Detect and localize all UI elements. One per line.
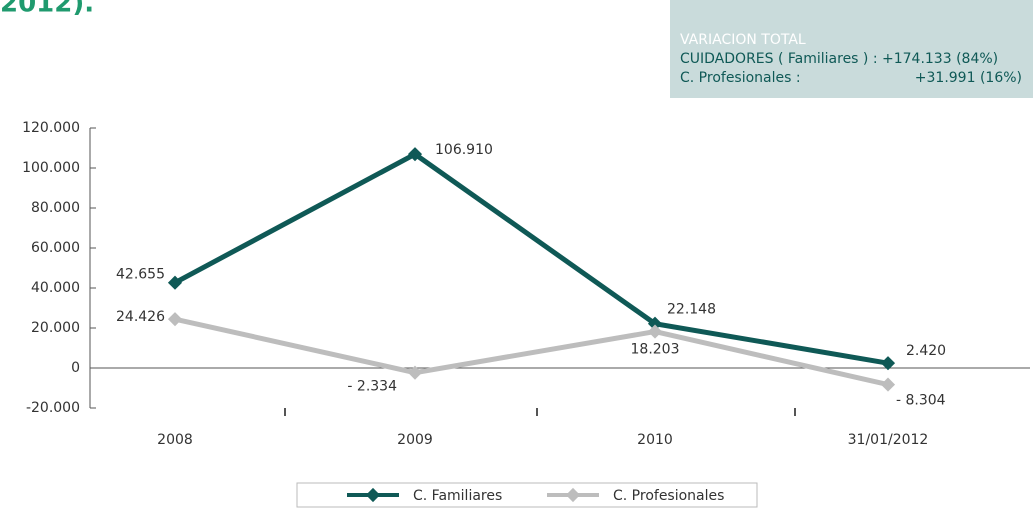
- data-label: 24.426: [116, 309, 165, 325]
- info-heading: VARIACION TOTAL: [680, 32, 806, 48]
- y-tick-label: 0: [71, 360, 80, 376]
- y-tick-label: 120.000: [22, 120, 80, 136]
- info-line: +31.991 (16%): [915, 70, 1022, 86]
- data-label: 106.910: [435, 142, 493, 158]
- point: [407, 365, 423, 380]
- x-tick-label: 2009: [397, 432, 433, 448]
- info-box: [670, 0, 1033, 98]
- series-line: [173, 151, 889, 366]
- data-label: 18.203: [631, 342, 680, 358]
- y-tick-label: -20.000: [26, 400, 80, 416]
- data-label: 2.420: [906, 343, 946, 359]
- info-line: CUIDADORES ( Familiares ) : +174.133 (84…: [680, 51, 998, 67]
- legend-marker: [565, 487, 581, 503]
- x-tick-label: 2010: [637, 432, 673, 448]
- point: [880, 377, 896, 392]
- x-tick-label: 2008: [157, 432, 193, 448]
- x-tick-label: 31/01/2012: [848, 432, 929, 448]
- y-tick-label: 80.000: [31, 200, 80, 216]
- data-label: - 2.334: [347, 379, 397, 395]
- point: [880, 356, 896, 371]
- y-tick-label: 100.000: [22, 160, 80, 176]
- series-line: [174, 316, 889, 388]
- point: [167, 312, 183, 327]
- y-tick-label: 20.000: [31, 320, 80, 336]
- info-line: C. Profesionales :: [680, 70, 801, 86]
- y-tick-label: 40.000: [31, 280, 80, 296]
- y-tick-label: 60.000: [31, 240, 80, 256]
- data-label: 42.655: [116, 267, 165, 283]
- point: [647, 316, 663, 331]
- point: [407, 147, 423, 162]
- legend-label: C. Profesionales: [613, 488, 724, 504]
- data-label: 22.148: [667, 302, 716, 318]
- legend-label: C. Familiares: [413, 488, 502, 504]
- legend-marker: [365, 487, 381, 503]
- point: [167, 275, 183, 290]
- chart-title: 2012).: [0, 0, 94, 19]
- point: [647, 324, 663, 339]
- data-label: - 8.304: [896, 393, 946, 409]
